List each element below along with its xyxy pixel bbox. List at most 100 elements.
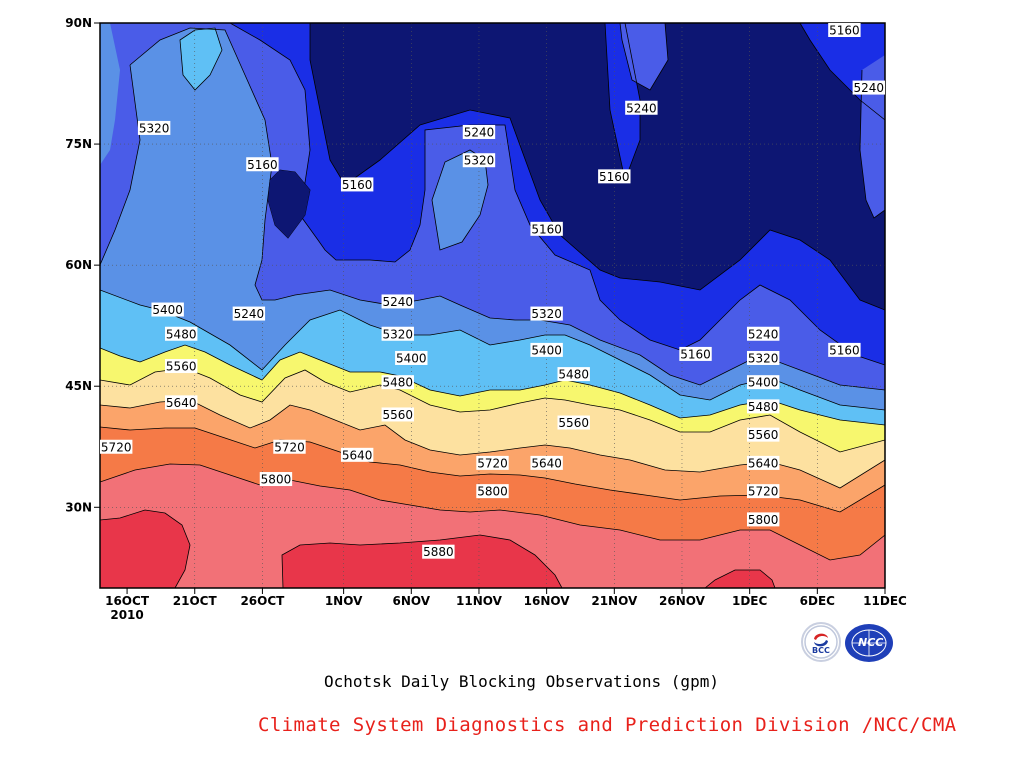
svg-text:5160: 5160 — [531, 222, 562, 236]
svg-text:5720: 5720 — [274, 440, 305, 454]
x-axis: 16OCT 21OCT 26OCT 1NOV 6NOV 11NOV 16NOV 21NOV 26… — [105, 588, 907, 622]
svg-text:5480: 5480 — [382, 376, 413, 390]
svg-text:5160: 5160 — [829, 343, 860, 357]
contour-label: 5720 — [100, 439, 133, 454]
contour-label: 5560 — [557, 415, 590, 430]
x-tick-label: 11NOV — [456, 594, 503, 608]
y-tick-label: 60N — [65, 258, 92, 272]
svg-text:5320: 5320 — [464, 154, 495, 168]
x-tick-label: 26OCT — [240, 594, 285, 608]
svg-text:5240: 5240 — [234, 307, 265, 321]
contour-label: 5640 — [165, 395, 198, 410]
contour-label: 5240 — [381, 294, 414, 309]
y-tick-label: 30N — [65, 500, 92, 514]
svg-text:5240: 5240 — [854, 81, 885, 95]
contour-label: 5400 — [530, 342, 563, 357]
contour-label: 5800 — [476, 484, 509, 499]
x-tick-label: 1DEC — [732, 594, 768, 608]
contour-label: 5880 — [422, 544, 455, 559]
contour-label: 5720 — [746, 484, 780, 499]
svg-text:5400: 5400 — [748, 376, 779, 390]
svg-text:5320: 5320 — [139, 121, 170, 135]
ncc-logo-text: NCC — [858, 636, 884, 649]
svg-text:5160: 5160 — [342, 178, 373, 192]
contour-label: 5560 — [165, 359, 198, 374]
svg-text:5800: 5800 — [477, 485, 508, 499]
contour-label: 5800 — [259, 472, 293, 487]
contour-label: 5560 — [746, 427, 780, 442]
contour-label: 5720 — [273, 439, 306, 454]
contour-label: 5240 — [232, 306, 266, 321]
contour-label: 5480 — [165, 326, 198, 341]
contour-label: 5480 — [557, 367, 590, 382]
svg-text:5160: 5160 — [680, 347, 711, 361]
contour-label: 5160 — [828, 23, 861, 38]
svg-text:5320: 5320 — [382, 327, 413, 341]
plot-frame — [99, 22, 886, 589]
contour-labels: 5160 5240 5320 5240 5320 5240 5160 5160 5160 5160… — [100, 23, 885, 559]
y-axis: 30N 45N 60N 75N 90N — [65, 16, 100, 514]
contour-label: 5320 — [530, 306, 563, 321]
y-tick-label: 45N — [65, 379, 92, 393]
contour-label: 5640 — [746, 455, 780, 470]
bcc-logo: BCC — [801, 622, 841, 662]
x-tick-label: 6DEC — [800, 594, 836, 608]
contour-label: 5160 — [598, 169, 631, 184]
contour-label: 5320 — [137, 120, 171, 135]
svg-text:5480: 5480 — [558, 368, 589, 382]
contour-label: 5480 — [746, 399, 780, 414]
svg-text:5560: 5560 — [748, 428, 779, 442]
svg-text:5480: 5480 — [748, 400, 779, 414]
contour-label: 5240 — [625, 100, 658, 115]
contour-fill-layer — [100, 23, 885, 588]
x-tick-label: 16NOV — [524, 594, 571, 608]
contour-label: 5640 — [340, 447, 374, 462]
x-tick-label: 16OCT — [105, 594, 150, 608]
contour-chart: 16OCT 21OCT 26OCT 1NOV 6NOV 11NOV 16NOV 21NOV 26… — [65, 16, 907, 622]
svg-text:5400: 5400 — [396, 351, 427, 365]
svg-text:5560: 5560 — [382, 408, 413, 422]
svg-text:5400: 5400 — [531, 343, 562, 357]
contour-label: 5640 — [530, 455, 563, 470]
svg-text:5320: 5320 — [531, 307, 562, 321]
contour-label: 5320 — [462, 153, 496, 168]
svg-text:5160: 5160 — [829, 24, 860, 38]
contour-label: 5240 — [852, 80, 885, 95]
contour-label: 5160 — [530, 221, 563, 236]
x-tick-label: 26NOV — [659, 594, 706, 608]
contour-label: 5320 — [746, 350, 780, 365]
svg-text:5640: 5640 — [531, 456, 562, 470]
contour-label: 5240 — [746, 326, 780, 341]
contour-label: 5400 — [151, 302, 184, 317]
svg-text:5560: 5560 — [558, 416, 589, 430]
contour-label: 5400 — [395, 350, 428, 365]
svg-text:5160: 5160 — [599, 170, 630, 184]
ncc-logo: NCC — [845, 624, 893, 662]
svg-text:5160: 5160 — [247, 158, 278, 172]
x-tick-label: 21OCT — [173, 594, 218, 608]
contour-label: 5800 — [746, 512, 780, 527]
svg-text:5880: 5880 — [423, 545, 454, 559]
x-tick-label: 11DEC — [863, 594, 907, 608]
contour-label: 5160 — [679, 346, 712, 361]
y-tick-label: 90N — [65, 16, 92, 30]
contour-label: 5240 — [462, 124, 496, 139]
x-year-label: 2010 — [110, 608, 143, 622]
contour-label: 5160 — [828, 342, 861, 357]
svg-text:5240: 5240 — [626, 101, 657, 115]
svg-text:5240: 5240 — [382, 295, 413, 309]
svg-text:5320: 5320 — [748, 351, 779, 365]
svg-text:5800: 5800 — [748, 513, 779, 527]
contour-lines — [100, 23, 885, 588]
grid-lines — [100, 23, 885, 588]
contour-label: 5320 — [381, 326, 414, 341]
svg-text:5240: 5240 — [464, 125, 495, 139]
svg-text:5720: 5720 — [748, 485, 779, 499]
y-tick-label: 75N — [65, 137, 92, 151]
contour-label: 5160 — [246, 157, 279, 172]
svg-text:5720: 5720 — [101, 440, 132, 454]
x-tick-label: 21NOV — [591, 594, 638, 608]
contour-label: 5560 — [381, 407, 414, 422]
svg-text:5640: 5640 — [748, 456, 779, 470]
svg-text:5640: 5640 — [166, 396, 197, 410]
